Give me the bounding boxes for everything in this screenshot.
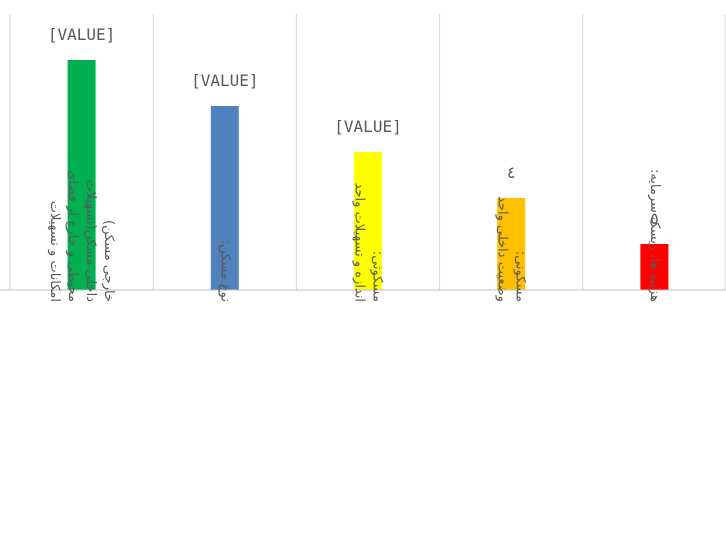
category-label-line: مسکونی: (513, 251, 528, 302)
category-label-line: هزینه ها، ریسک سرمایه: (647, 169, 662, 302)
data-label: [VALUE] (48, 25, 115, 44)
category-label: هزینه ها، ریسک سرمایه: (647, 169, 662, 302)
bar-series (67, 60, 669, 290)
category-label-line: وضعیت داخلی واحد (495, 196, 510, 302)
bar (640, 244, 669, 290)
category-label-line: اندازه و تسهیلات واحد (352, 183, 367, 302)
category-label: امکانات و تسهیلات محیطی و خارج از فضای داخ… (47, 170, 116, 302)
category-label-line: نوع مسکن: (217, 240, 232, 302)
gridlines (9, 14, 726, 290)
category-label-line: داخلی مسکن(تسهیلات (83, 179, 98, 302)
data-label: [VALUE] (334, 117, 401, 136)
category-label: اندازه و تسهیلات واحد مسکونی: (352, 183, 385, 302)
category-label-line: مسکونی: (370, 251, 385, 302)
category-label: نوع مسکن: (217, 240, 232, 302)
category-label: وضعیت داخلی واحد مسکونی: (495, 196, 528, 302)
category-labels: امکانات و تسهیلات محیطی و خارج از فضای داخ… (47, 169, 662, 302)
data-label: ٤ (506, 163, 516, 182)
bar (497, 198, 526, 290)
data-labels: [VALUE] [VALUE] [VALUE] ٤ ٥ (48, 25, 659, 228)
data-label: ٥ (650, 209, 660, 228)
bar (354, 152, 382, 290)
category-label-line: محیطی و خارج از فضای (65, 170, 80, 302)
bar (210, 106, 239, 290)
data-label: [VALUE] (191, 71, 258, 90)
bar (67, 60, 96, 290)
category-label-line: امکانات و تسهیلات (47, 201, 62, 302)
category-label-line: خارجی مسکن) (101, 220, 116, 302)
